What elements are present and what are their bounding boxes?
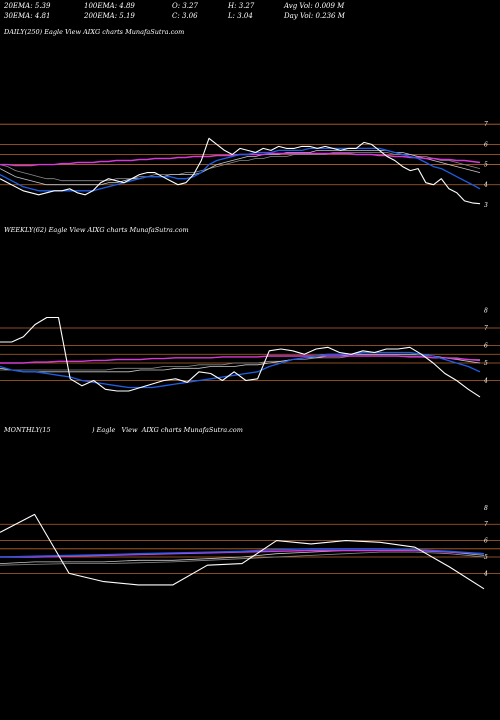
weekly-caption: WEEKLY(62) Eagle View AIXG charts Munafa… <box>4 226 189 234</box>
header-close: C: 3.06 <box>172 12 198 20</box>
header-open: O: 3.27 <box>172 2 198 10</box>
daily-chart: 7 6 5 4 3 <box>0 121 500 209</box>
weekly-ema-mid-a-line <box>0 353 481 373</box>
daily-y-tick-label: 7 <box>484 121 488 128</box>
header-row-1: 20EMA: 5.39 100EMA: 4.89 O: 3.27 H: 3.27 Avg… <box>4 2 344 10</box>
weekly-ema-200-line <box>0 355 481 364</box>
weekly-y-tick-label: 7 <box>484 325 488 332</box>
header-high: H: 3.27 <box>228 2 255 10</box>
header-day-vol: Day Vol: 0.236 M <box>284 12 345 20</box>
weekly-y-tick-label: 4 <box>483 378 488 385</box>
header-100ema: 100EMA: 4.89 <box>84 2 135 10</box>
header-20ema: 20EMA: 5.39 <box>4 2 51 10</box>
header-low: L: 3.04 <box>228 12 253 20</box>
header-30ema: 30EMA: 4.81 <box>4 12 51 20</box>
monthly-y-tick-label: 6 <box>484 538 488 545</box>
daily-price-line <box>0 137 481 205</box>
monthly-y-tick-label: 7 <box>484 521 488 528</box>
monthly-ema-200-line <box>0 549 485 558</box>
monthly-caption: MONTHLY(15 ) Eagle View AIXG charts Muna… <box>4 426 243 434</box>
daily-caption: DAILY(250) Eagle View AIXG charts Munafa… <box>4 28 185 36</box>
weekly-chart: 8 7 6 5 4 <box>0 308 500 398</box>
monthly-ema-fast-line <box>0 548 485 558</box>
daily-y-tick-label: 4 <box>483 182 488 189</box>
monthly-y-tick-label: 8 <box>484 505 488 512</box>
header-row-2: 30EMA: 4.81 200EMA: 5.19 C: 3.06 L: 3.04 Day… <box>4 12 345 20</box>
header-avg-vol: Avg Vol: 0.009 M <box>284 2 345 10</box>
daily-y-tick-label: 6 <box>484 141 488 148</box>
daily-y-tick-label: 5 <box>484 162 488 169</box>
weekly-ema-fast-line <box>0 351 481 389</box>
header-200ema: 200EMA: 5.19 <box>84 12 135 20</box>
monthly-ema-mid-b-line <box>0 551 485 566</box>
weekly-y-tick-label: 6 <box>484 343 488 350</box>
monthly-y-tick-label: 4 <box>483 570 488 577</box>
monthly-y-tick-label: 5 <box>484 554 488 561</box>
weekly-y-tick-label: 8 <box>484 308 488 315</box>
weekly-y-tick-label: 5 <box>484 360 488 367</box>
monthly-chart: 8 7 6 5 4 <box>0 505 500 590</box>
weekly-price-line <box>0 316 481 398</box>
daily-y-tick-label: 3 <box>484 202 488 209</box>
daily-ema-fast-line <box>0 147 481 192</box>
monthly-price-line <box>0 513 485 590</box>
daily-ema-mid-a-line <box>0 149 481 186</box>
